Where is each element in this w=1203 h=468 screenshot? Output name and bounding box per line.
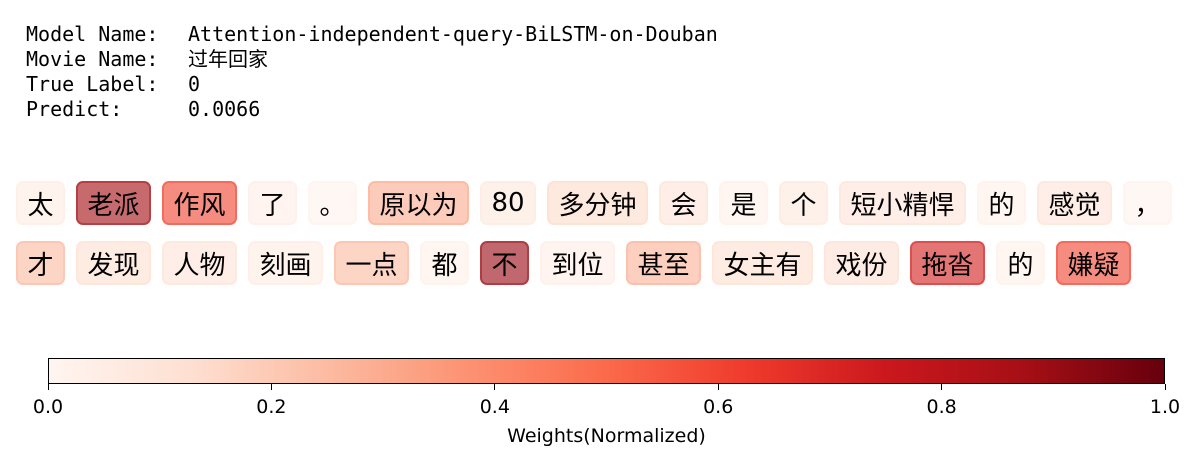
- model-name-key: Model Name:: [26, 22, 159, 46]
- token-box: 老派: [76, 181, 151, 225]
- colorbar-tick-label: 0.6: [703, 396, 734, 418]
- model-name-row: Model Name: Attention-independent-query-B…: [26, 22, 718, 47]
- predict-value: 0.0066: [188, 97, 261, 121]
- token-box: 不: [480, 241, 529, 285]
- true-label-value: 0: [188, 72, 201, 96]
- true-label-row: True Label: 0: [26, 72, 718, 97]
- colorbar-gradient: [49, 359, 1164, 383]
- token-box: 短小精悍: [839, 181, 966, 225]
- colorbar-tick-mark: [270, 384, 272, 390]
- token-box: 会: [659, 181, 708, 225]
- token-box: 的: [977, 181, 1026, 225]
- token-box: 太: [16, 181, 65, 225]
- token-box: 了: [248, 181, 297, 225]
- token-box: 是: [719, 181, 768, 225]
- movie-name-value: 过年回家: [188, 47, 268, 71]
- token-box: 戏份: [824, 241, 899, 285]
- colorbar-tick-mark: [1164, 384, 1166, 390]
- true-label-key: True Label:: [26, 72, 159, 96]
- token-box: 。: [308, 181, 357, 225]
- colorbar-tick-mark: [494, 384, 496, 390]
- token-box: 个: [779, 181, 828, 225]
- model-name-value: Attention-independent-query-BiLSTM-on-Do…: [188, 22, 718, 46]
- token-box: 都: [420, 241, 469, 285]
- predict-row: Predict: 0.0066: [26, 97, 718, 122]
- colorbar: 0.0 0.2 0.4 0.6 0.8 1.0 Weights(Normalized): [0, 340, 1203, 468]
- token-box: ，: [1123, 181, 1172, 225]
- token-box: 80: [480, 181, 536, 225]
- predict-key: Predict:: [26, 97, 123, 121]
- colorbar-box: [48, 358, 1165, 384]
- token-box: 人物: [162, 241, 237, 285]
- colorbar-tick-label: 0.4: [479, 396, 510, 418]
- token-box: 原以为: [368, 181, 469, 225]
- colorbar-label: Weights(Normalized): [507, 425, 706, 447]
- attention-token-heatmap: 太老派 作风了。原以为 80 多分钟会是个短小精悍的感觉，才发现 人物 刻画 一点都不到位甚…: [16, 181, 1172, 285]
- colorbar-tick-mark: [47, 384, 49, 390]
- token-box: 才: [16, 241, 65, 285]
- token-box: 女主有: [712, 241, 813, 285]
- movie-name-key: Movie Name:: [26, 47, 159, 71]
- token-box: 甚至: [626, 241, 701, 285]
- token-box: 多分钟: [547, 181, 648, 225]
- token-box: 作风: [162, 181, 237, 225]
- token-box: 感觉: [1037, 181, 1112, 225]
- movie-name-row: Movie Name: 过年回家: [26, 47, 718, 72]
- colorbar-tick-label: 0.0: [32, 396, 64, 418]
- token-box: 拖沓: [910, 241, 985, 285]
- colorbar-tick-label: 1.0: [1149, 396, 1181, 418]
- colorbar-tick-mark: [717, 384, 719, 390]
- token-box: 刻画: [248, 241, 323, 285]
- token-box: 嫌疑: [1056, 241, 1131, 285]
- colorbar-tick-label: 0.2: [256, 396, 287, 418]
- token-box: 一点: [334, 241, 409, 285]
- colorbar-tick-label: 0.8: [926, 396, 957, 418]
- token-box: 的: [996, 241, 1045, 285]
- token-box: 发现: [76, 241, 151, 285]
- colorbar-tick-mark: [941, 384, 943, 390]
- model-info-block: Model Name: Attention-independent-query-B…: [26, 22, 718, 122]
- token-box: 到位: [540, 241, 615, 285]
